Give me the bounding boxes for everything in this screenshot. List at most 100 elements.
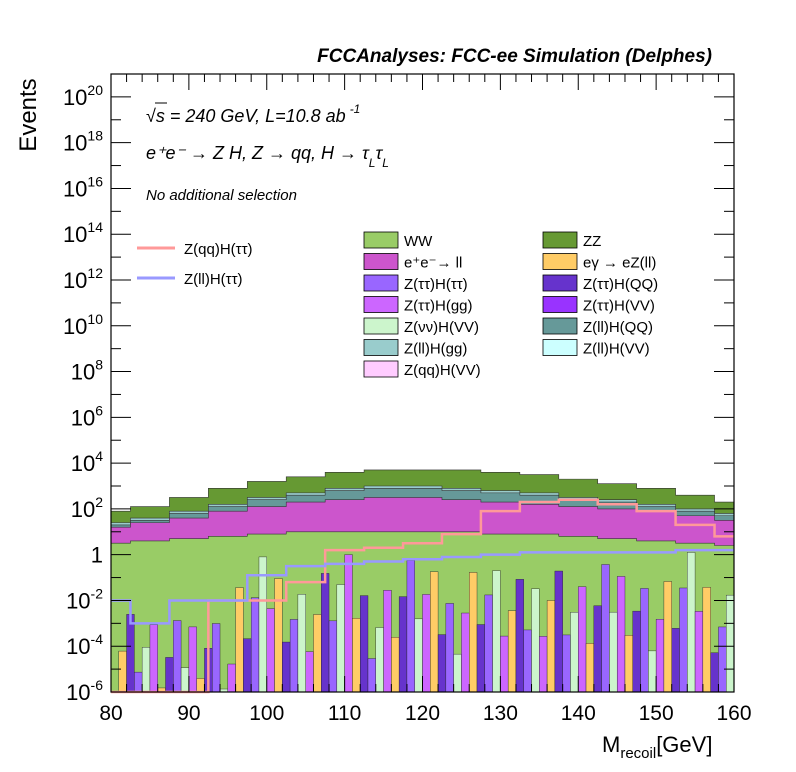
bin-bar [484, 594, 493, 693]
legend-lines: Z(qq)H(ττ) Z(ll)H(ττ) [137, 241, 253, 288]
legend-label: Z(ll)H(QQ) [583, 319, 653, 336]
bin-bar [375, 627, 384, 693]
legend-column-1: WW e⁺e⁻→ ll Z(ττ)H(ττ) Z(ττ)H(gg) Z(νν)H(VV)… [363, 231, 481, 379]
legend-label: Z(ll)H(VV) [583, 341, 650, 358]
legend-swatch [542, 274, 578, 292]
bin-bar [250, 597, 260, 693]
bin-bar [258, 556, 267, 693]
bin-bar [134, 671, 143, 693]
bin-bar [352, 618, 361, 693]
y-tick-label: 1016 [63, 173, 103, 201]
bin-bar [437, 634, 447, 693]
y-tick-label: 102 [71, 494, 103, 522]
bin-bar [274, 578, 283, 693]
x-tick-label: 130 [483, 702, 518, 725]
bin-bar [694, 611, 704, 693]
bin-bar [601, 564, 610, 693]
legend-swatch [363, 317, 399, 335]
energy-annotation: √s = 240 GeV, L=10.8 ab -1 [146, 102, 360, 126]
y-tick-label: 106 [71, 402, 103, 430]
x-tick-label: 110 [328, 702, 361, 725]
bin-bar [679, 587, 688, 693]
y-tick-label: 108 [71, 357, 103, 385]
y-tick-label: 1010 [63, 311, 103, 339]
bin-bar [655, 619, 665, 693]
bin-bar [507, 610, 517, 693]
bin-bar [188, 626, 197, 693]
process-annotation: e⁺e⁻ → Z H, Z → qq, H → τLτL [146, 143, 389, 170]
line-zllh [111, 548, 734, 625]
legend-line-label: Z(ll)H(ττ) [184, 271, 243, 288]
legend-swatch [542, 231, 578, 249]
y-tick-label: 1014 [63, 219, 103, 247]
bin-bar [515, 579, 524, 693]
bin-bar [562, 634, 571, 693]
y-tick-label: 1020 [63, 82, 103, 110]
bin-bar [469, 572, 478, 693]
legend-swatch [542, 339, 578, 356]
y-tick-label: 10-2 [66, 585, 103, 613]
bin-bar [344, 554, 353, 693]
legend-swatch [363, 231, 399, 249]
bin-bar [414, 618, 423, 693]
bin-bar [212, 623, 221, 693]
bin-bar [235, 587, 244, 693]
bin-bar [149, 624, 158, 693]
y-tick-label: 10-4 [66, 631, 103, 659]
selection-annotation: No additional selection [146, 187, 297, 204]
bin-bar [687, 552, 696, 693]
bin-bar [173, 620, 182, 693]
bin-bar [367, 658, 376, 693]
x-axis-ticks: 80 90 100 110 120 130 140 150 160 [99, 74, 752, 725]
bin-bar [718, 626, 727, 693]
bin-bar [648, 650, 657, 693]
legend-swatch [363, 253, 399, 270]
legend-line-label: Z(qq)H(ττ) [184, 241, 253, 258]
bin-bar [492, 570, 501, 693]
bin-bar [313, 614, 322, 693]
bin-bar [663, 581, 672, 693]
y-tick-label: 10-6 [66, 677, 103, 705]
bin-bar [578, 586, 587, 693]
legend-label: Z(ττ)H(gg) [404, 298, 473, 315]
y-tick-label: 104 [71, 448, 103, 476]
x-axis-label: Mrecoil[GeV] [602, 732, 712, 762]
bin-bar [702, 587, 711, 693]
bin-bar [406, 560, 415, 693]
bin-bar [328, 620, 338, 693]
legend-label: WW [404, 233, 433, 250]
bin-bar [554, 570, 563, 693]
bin-bar [289, 619, 299, 693]
bin-bar [266, 608, 275, 693]
chart-title: FCCAnalyses: FCC-ee Simulation (Delphes) [317, 46, 712, 67]
legend-label: Z(ll)H(gg) [404, 341, 467, 358]
bin-bar [616, 576, 626, 693]
legend-swatch [363, 360, 399, 378]
bin-bar [360, 595, 369, 693]
bin-bar [453, 653, 462, 693]
bin-bar [632, 610, 641, 693]
bin-bar [593, 605, 602, 693]
bin-bar [570, 612, 579, 693]
legend-label: Z(ττ)H(ττ) [404, 276, 468, 293]
bin-bar [539, 636, 548, 693]
bin-bar [391, 637, 400, 693]
legend-label: Z(ττ)H(VV) [583, 298, 655, 315]
legend-label: e⁺e⁻→ ll [404, 255, 462, 272]
bin-bar [227, 663, 236, 693]
legend-label: Z(qq)H(VV) [404, 362, 481, 379]
legend-swatch [363, 296, 399, 313]
x-tick-label: 150 [639, 702, 674, 725]
legend-label: Z(ττ)H(QQ) [583, 276, 658, 293]
bin-bar [297, 594, 306, 693]
bin-bar [180, 667, 190, 693]
bin-bar [118, 650, 127, 693]
y-axis-label: Events [15, 78, 42, 151]
legend-label: ZZ [583, 233, 601, 250]
legend-swatch [363, 274, 399, 292]
bin-bar [282, 641, 291, 693]
legend-swatch [542, 296, 578, 313]
bin-bar [243, 638, 252, 693]
bin-bar [383, 590, 392, 693]
